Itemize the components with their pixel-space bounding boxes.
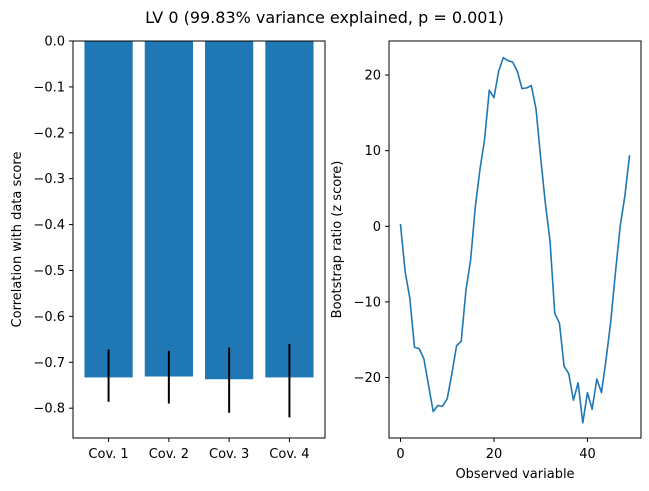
- right-x-axis-label: Observed variable: [455, 467, 574, 482]
- left-chart-marks: [84, 41, 314, 418]
- bar-3: [205, 41, 254, 380]
- category-label: Cov. 3: [209, 447, 249, 462]
- left-y-tick-label: −0.5: [33, 264, 65, 279]
- bootstrap-ratio-line: [399, 56, 631, 424]
- bar-2: [144, 41, 193, 377]
- right-x-tick-label: 40: [579, 447, 596, 462]
- left-y-tick-label: −0.8: [33, 402, 65, 417]
- right-chart: 20 10 0 −10 −20 0 20 40 Bootstrap ratio (z sco…: [330, 40, 642, 482]
- bar-1: [84, 41, 133, 378]
- category-label: Cov. 4: [269, 447, 309, 462]
- category-label: Cov. 2: [149, 447, 189, 462]
- left-y-axis-label: Correlation with data score: [10, 152, 25, 328]
- left-y-tick-label: −0.2: [33, 126, 65, 141]
- left-y-tick-label: −0.7: [33, 356, 65, 371]
- right-y-axis-label: Bootstrap ratio (z score): [330, 161, 345, 319]
- right-chart-marks: [399, 56, 631, 424]
- left-y-tick-label: −0.4: [33, 218, 65, 233]
- right-x-axis-ticks: 0 20 40: [396, 438, 596, 462]
- right-y-tick-label: 0: [373, 220, 381, 235]
- right-chart-frame: [388, 40, 642, 439]
- left-chart-frame: [72, 40, 326, 439]
- right-y-tick-label: 10: [364, 144, 381, 159]
- left-y-axis-ticks: 0.0 −0.1 −0.2 −0.3 −0.4 −0.5 −0.6 −0.7 −0.8: [33, 35, 73, 417]
- bar-4: [265, 41, 314, 378]
- right-y-tick-label: −10: [354, 295, 381, 310]
- left-y-tick-label: −0.1: [33, 80, 65, 95]
- left-chart: 0.0 −0.1 −0.2 −0.3 −0.4 −0.5 −0.6 −0.7 −0.8 Cov.…: [10, 35, 326, 462]
- left-y-tick-label: 0.0: [44, 35, 65, 50]
- right-y-tick-label: −20: [354, 371, 381, 386]
- right-y-tick-label: 20: [364, 69, 381, 84]
- right-x-tick-label: 0: [396, 447, 404, 462]
- figure-title: LV 0 (99.83% variance explained, p = 0.0…: [145, 8, 504, 27]
- left-x-axis-ticks: Cov. 1 Cov. 2 Cov. 3 Cov. 4: [88, 438, 310, 462]
- left-y-tick-label: −0.3: [33, 172, 65, 187]
- right-x-tick-label: 20: [486, 447, 503, 462]
- right-y-axis-ticks: 20 10 0 −10 −20: [354, 69, 389, 386]
- left-y-tick-label: −0.6: [33, 310, 65, 325]
- category-label: Cov. 1: [88, 447, 128, 462]
